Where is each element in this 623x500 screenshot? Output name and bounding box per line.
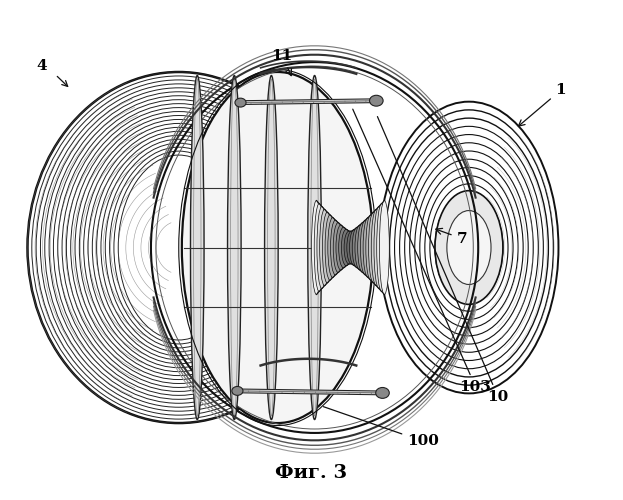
Text: 100: 100	[323, 406, 439, 449]
Ellipse shape	[325, 215, 335, 280]
Ellipse shape	[347, 231, 357, 264]
Ellipse shape	[369, 96, 383, 106]
Ellipse shape	[344, 231, 354, 264]
Ellipse shape	[227, 76, 241, 420]
Ellipse shape	[317, 206, 327, 288]
Text: Фиг. 3: Фиг. 3	[275, 464, 348, 482]
Text: 11: 11	[272, 48, 293, 76]
Polygon shape	[316, 200, 384, 294]
Ellipse shape	[24, 70, 333, 426]
Ellipse shape	[333, 222, 343, 272]
Text: 1: 1	[518, 83, 566, 126]
Ellipse shape	[352, 227, 362, 268]
Ellipse shape	[328, 218, 338, 278]
Text: 4: 4	[37, 58, 47, 72]
Ellipse shape	[312, 200, 321, 294]
Ellipse shape	[341, 230, 351, 266]
Ellipse shape	[435, 190, 503, 304]
Ellipse shape	[374, 206, 384, 288]
Ellipse shape	[339, 227, 348, 268]
Ellipse shape	[363, 218, 373, 278]
Ellipse shape	[355, 225, 365, 270]
Ellipse shape	[358, 222, 368, 272]
Ellipse shape	[377, 204, 387, 292]
Ellipse shape	[322, 212, 332, 283]
Ellipse shape	[191, 76, 204, 420]
Ellipse shape	[371, 210, 381, 286]
Ellipse shape	[308, 76, 321, 420]
Ellipse shape	[182, 72, 373, 423]
Ellipse shape	[350, 230, 359, 266]
Ellipse shape	[366, 215, 376, 280]
Ellipse shape	[320, 210, 330, 286]
Ellipse shape	[376, 388, 389, 398]
Ellipse shape	[379, 200, 389, 294]
Ellipse shape	[369, 212, 378, 283]
Ellipse shape	[232, 386, 243, 396]
Ellipse shape	[331, 220, 340, 275]
Text: 10: 10	[378, 116, 509, 404]
Ellipse shape	[314, 204, 324, 292]
Ellipse shape	[360, 220, 370, 275]
Ellipse shape	[447, 210, 491, 284]
Ellipse shape	[376, 99, 561, 396]
Ellipse shape	[265, 76, 278, 420]
Text: 7: 7	[436, 228, 467, 246]
Ellipse shape	[336, 225, 346, 270]
Ellipse shape	[235, 98, 246, 107]
Text: 103: 103	[353, 109, 492, 394]
